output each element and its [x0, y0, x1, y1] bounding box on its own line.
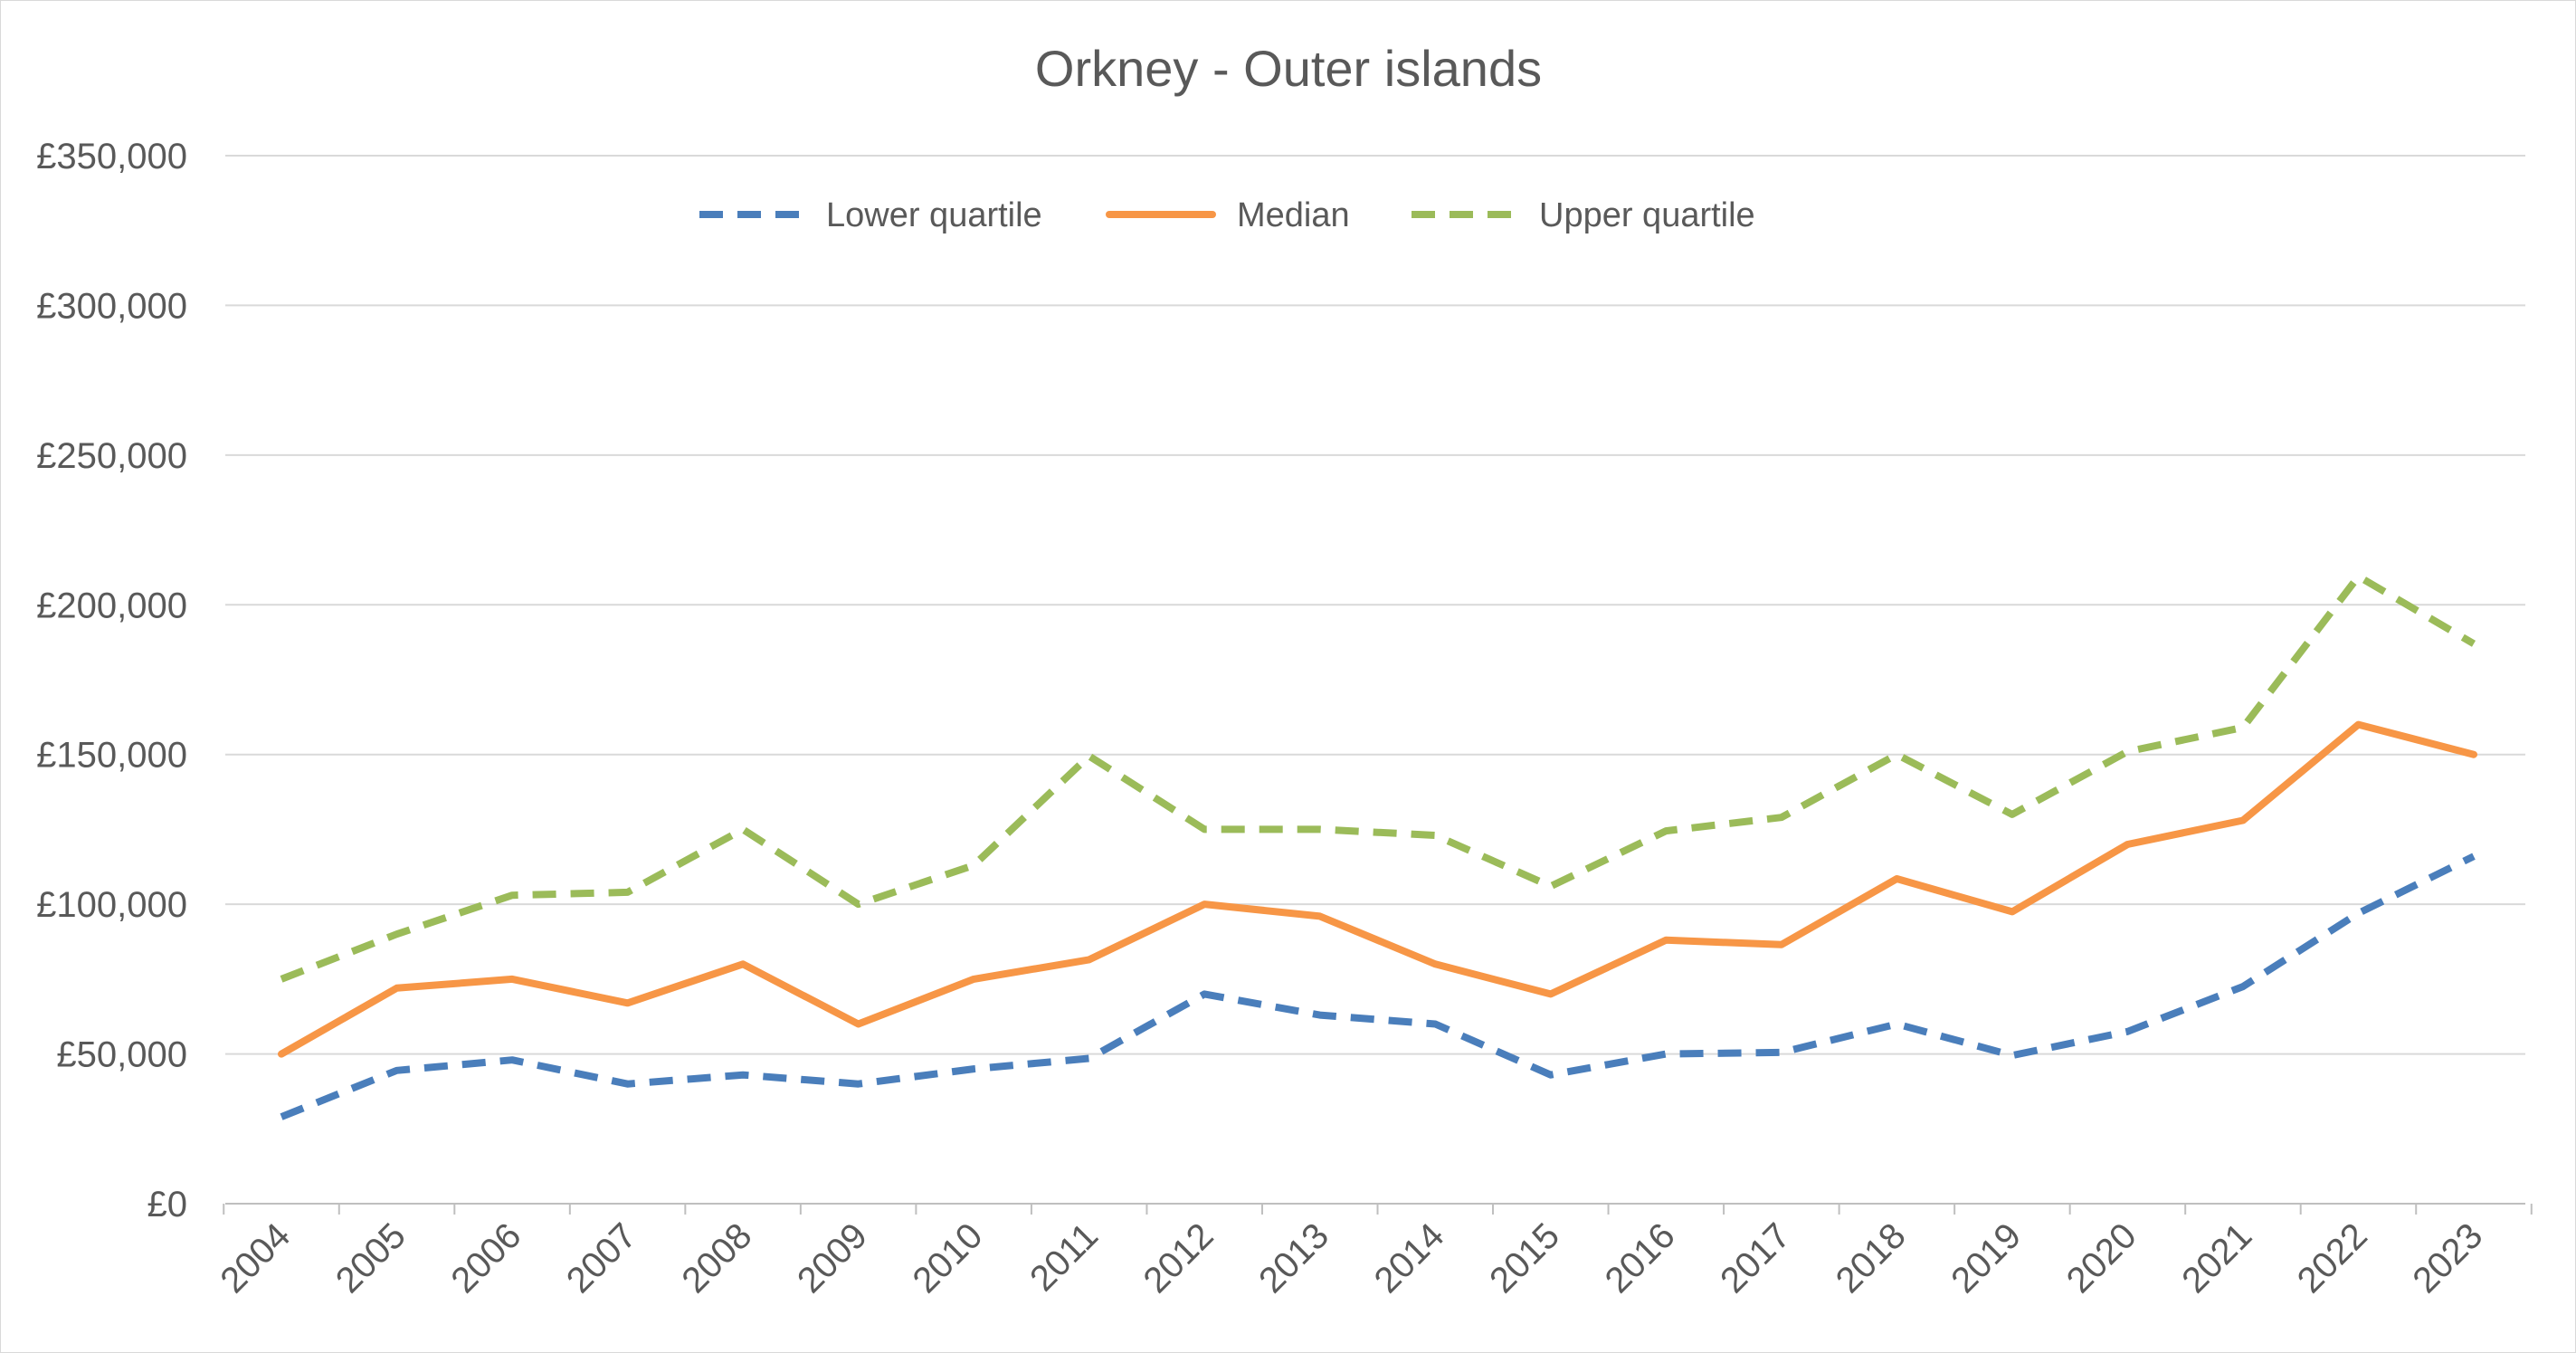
x-tick-label: 2005	[328, 1215, 413, 1301]
legend-label: Lower quartile	[826, 196, 1042, 234]
series-lines	[278, 572, 2477, 1120]
x-tick-label: 2008	[674, 1215, 759, 1301]
x-tick-label: 2019	[1944, 1215, 2029, 1301]
x-tick-label: 2013	[1251, 1215, 1336, 1301]
x-tick-label: 2009	[790, 1215, 875, 1301]
series-line	[278, 720, 2477, 1058]
y-tick-label: £100,000	[36, 885, 187, 925]
y-tick-label: £150,000	[36, 736, 187, 776]
legend: Lower quartile Median Upper quartile	[699, 196, 1755, 234]
x-tick-label: 2022	[2290, 1215, 2375, 1301]
legend-label: Upper quartile	[1539, 196, 1755, 234]
chart-title: Orkney - Outer islands	[1035, 40, 1542, 97]
x-tick-label: 2004	[213, 1215, 298, 1301]
y-tick-label: £0	[147, 1185, 188, 1224]
x-tick-label: 2007	[559, 1215, 644, 1301]
legend-label: Median	[1237, 196, 1350, 234]
y-axis-labels: £0 £50,000 £100,000 £150,000 £200,000 £250,00…	[36, 137, 187, 1224]
x-tick-label: 2006	[443, 1215, 528, 1301]
y-tick-label: £350,000	[36, 137, 187, 176]
x-tick-label: 2014	[1367, 1215, 1452, 1301]
y-tick-label: £250,000	[36, 436, 187, 476]
series-line	[280, 572, 2476, 983]
x-tick-label: 2021	[2174, 1215, 2259, 1301]
y-tick-label: £50,000	[56, 1035, 187, 1075]
y-tick-label: £300,000	[36, 286, 187, 326]
x-tick-label: 2012	[1136, 1215, 1221, 1301]
x-tick-label: 2016	[1598, 1215, 1683, 1301]
y-tick-label: £200,000	[36, 586, 187, 625]
x-tick-label: 2023	[2405, 1215, 2490, 1301]
x-tick-label: 2018	[1829, 1215, 1914, 1301]
x-axis-labels: 2004 2005 2006 2007 2008 2009 2010 2011 2012 2013…	[213, 1215, 2490, 1301]
x-tick-label: 2010	[905, 1215, 990, 1301]
x-tick-label: 2011	[1022, 1215, 1106, 1299]
x-tick-label: 2015	[1482, 1215, 1567, 1301]
x-axis	[223, 1203, 2533, 1215]
series-line	[280, 853, 2476, 1120]
x-tick-label: 2020	[2059, 1215, 2144, 1301]
gridlines	[225, 155, 2525, 1055]
x-tick-label: 2017	[1713, 1215, 1798, 1301]
